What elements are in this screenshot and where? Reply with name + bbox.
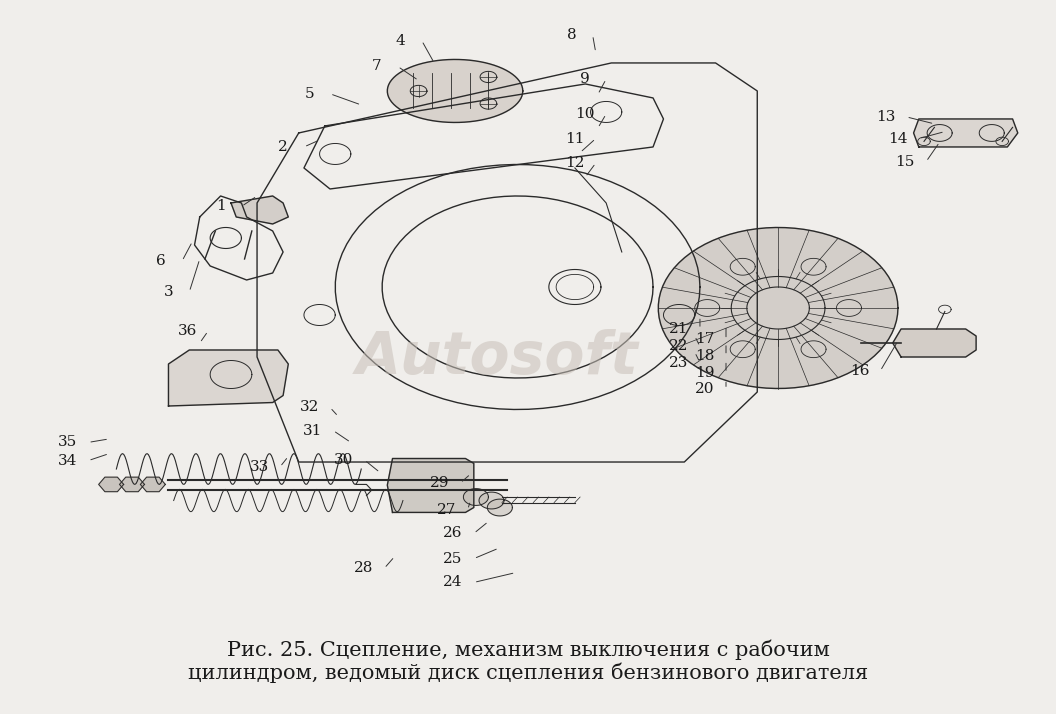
Text: 24: 24	[444, 575, 463, 590]
Text: 19: 19	[696, 366, 715, 380]
Text: 35: 35	[58, 436, 77, 449]
Text: 18: 18	[696, 348, 715, 363]
Polygon shape	[892, 329, 976, 357]
Text: Рис. 25. Сцепление, механизм выключения с рабочим: Рис. 25. Сцепление, механизм выключения …	[227, 640, 829, 660]
Polygon shape	[464, 488, 488, 506]
Text: 20: 20	[696, 382, 715, 396]
Text: 7: 7	[372, 59, 381, 74]
Text: 5: 5	[304, 87, 314, 101]
Text: 22: 22	[670, 339, 689, 353]
Polygon shape	[140, 477, 166, 492]
Text: 23: 23	[670, 356, 689, 370]
Polygon shape	[488, 499, 512, 516]
Text: цилиндром, ведомый диск сцепления бензинового двигателя: цилиндром, ведомый диск сцепления бензин…	[188, 663, 868, 683]
Text: 13: 13	[875, 110, 895, 124]
Polygon shape	[119, 477, 145, 492]
Text: 17: 17	[696, 333, 715, 346]
Text: 30: 30	[334, 453, 354, 467]
Text: 25: 25	[444, 552, 463, 565]
Polygon shape	[479, 492, 504, 509]
Polygon shape	[388, 59, 523, 123]
Polygon shape	[98, 477, 124, 492]
Text: 21: 21	[670, 322, 689, 336]
Text: 31: 31	[303, 423, 322, 438]
Text: 2: 2	[278, 140, 288, 154]
Text: 29: 29	[430, 476, 449, 490]
Text: 1: 1	[215, 199, 225, 213]
Text: 3: 3	[164, 285, 173, 299]
Text: 12: 12	[565, 156, 585, 170]
Text: 14: 14	[888, 131, 908, 146]
Text: 34: 34	[58, 453, 77, 468]
Text: 8: 8	[567, 28, 577, 42]
Text: 32: 32	[300, 401, 319, 414]
Polygon shape	[388, 458, 474, 513]
Polygon shape	[169, 350, 288, 406]
Text: 6: 6	[156, 254, 166, 268]
Text: 27: 27	[437, 503, 456, 517]
Text: 15: 15	[895, 155, 914, 169]
Text: 10: 10	[576, 107, 596, 121]
Text: Autosoft: Autosoft	[356, 328, 638, 386]
Polygon shape	[913, 119, 1018, 147]
Text: 36: 36	[177, 324, 196, 338]
Text: 9: 9	[581, 72, 590, 86]
Text: 11: 11	[565, 131, 585, 146]
Text: 26: 26	[444, 526, 463, 540]
Polygon shape	[231, 196, 288, 224]
Polygon shape	[658, 228, 898, 388]
Text: 33: 33	[249, 460, 269, 474]
Text: 28: 28	[354, 561, 373, 575]
Text: 16: 16	[850, 364, 869, 378]
Text: 4: 4	[396, 34, 406, 48]
